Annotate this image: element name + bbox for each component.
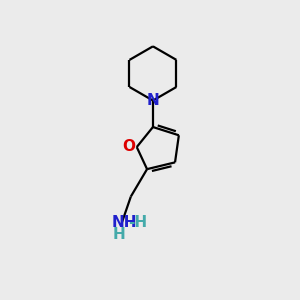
- Text: N: N: [147, 93, 159, 108]
- Text: -H: -H: [128, 214, 147, 230]
- Text: H: H: [113, 227, 125, 242]
- Text: NH: NH: [112, 214, 137, 230]
- Text: O: O: [122, 139, 135, 154]
